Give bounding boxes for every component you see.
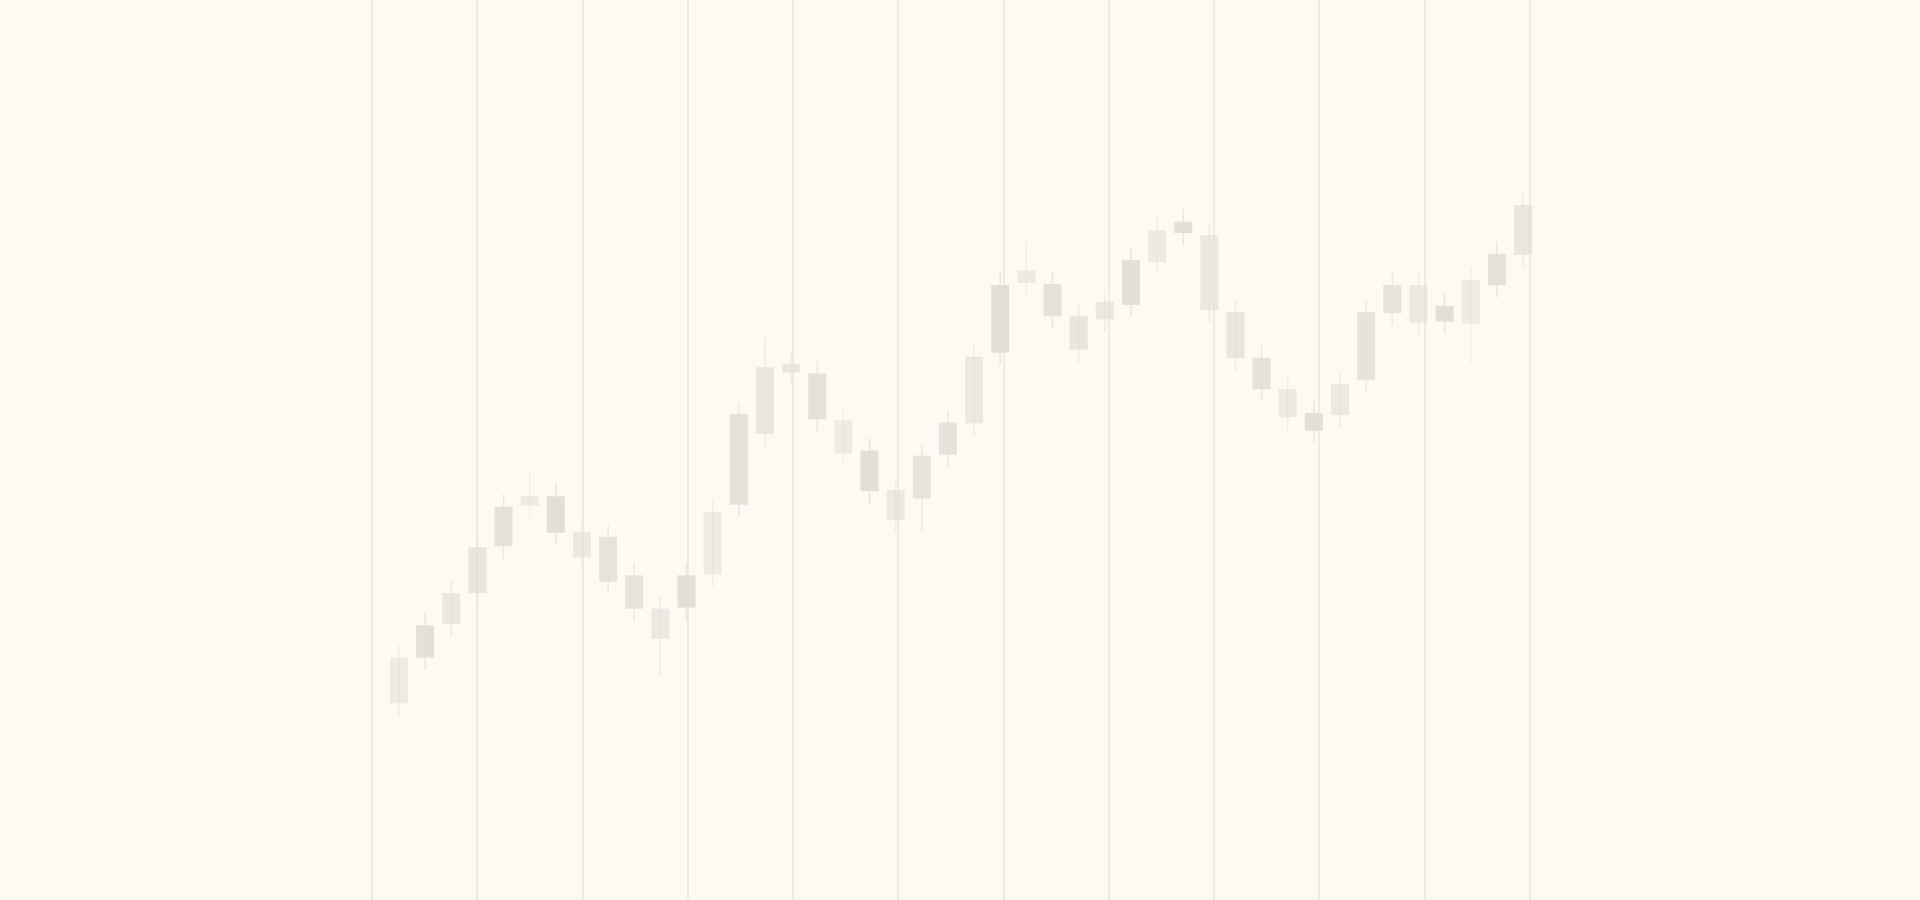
candle-body: [546, 496, 565, 533]
candle-body: [1148, 229, 1167, 263]
candle-body: [1226, 312, 1245, 358]
candle-body: [991, 285, 1010, 353]
candle-body: [729, 414, 748, 505]
candle-body: [520, 496, 539, 506]
candle-body: [755, 367, 774, 434]
candle-body: [1174, 221, 1193, 234]
candle-body: [965, 356, 984, 424]
candle-body: [834, 420, 853, 454]
candle-body: [651, 608, 670, 639]
candle-body: [1095, 301, 1114, 320]
candle-body: [599, 536, 618, 582]
candle-body: [494, 506, 513, 547]
candle-body: [886, 490, 905, 521]
candle-body: [1121, 260, 1140, 305]
candle-body: [1409, 285, 1428, 323]
candle-body: [938, 422, 957, 455]
candle-body: [808, 373, 827, 420]
candle-body: [1487, 253, 1506, 286]
candle-body: [1017, 270, 1036, 284]
candle-body: [1252, 357, 1271, 390]
candle-body: [703, 511, 722, 575]
candle-body: [1357, 312, 1376, 380]
candle-body: [860, 450, 879, 492]
candle-body: [1043, 284, 1062, 317]
candle-body: [1331, 383, 1350, 416]
candle-body: [1278, 389, 1297, 418]
candle-body: [390, 657, 408, 704]
candle-body: [1200, 235, 1219, 311]
candle-body: [442, 593, 461, 625]
candle-body: [468, 547, 487, 594]
candle-body: [1514, 204, 1533, 255]
candle-body: [1461, 279, 1480, 324]
candle-body: [677, 575, 696, 608]
candle-body: [1069, 316, 1088, 350]
candle-body: [782, 364, 801, 373]
candle-body: [416, 625, 435, 658]
candle-body: [572, 531, 591, 558]
candle-body: [1435, 305, 1454, 322]
candle-body: [912, 455, 931, 499]
candle-body: [1383, 285, 1402, 314]
candle-body: [625, 575, 644, 609]
vertical-grid: [371, 0, 1531, 900]
candle-body: [1304, 413, 1323, 431]
